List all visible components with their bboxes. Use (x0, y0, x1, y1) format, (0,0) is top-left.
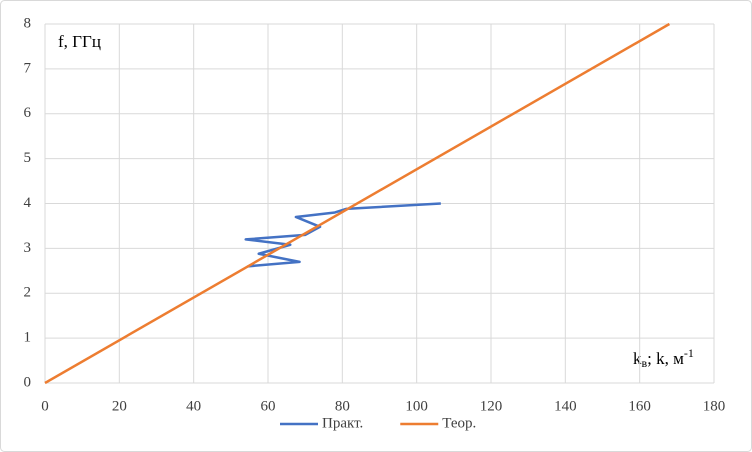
y-tick-label: 4 (24, 195, 32, 211)
x-tick-label: 120 (480, 398, 503, 414)
y-tick-label: 8 (24, 15, 32, 31)
x-label-sub: в (642, 356, 648, 370)
y-tick-label: 1 (24, 330, 32, 346)
y-tick-label: 0 (24, 374, 32, 390)
x-label-main: k (633, 349, 642, 368)
y-tick-label: 7 (24, 60, 32, 76)
x-tick-label: 40 (186, 398, 201, 414)
legend-label: Теор. (442, 415, 476, 431)
x-tick-label: 100 (405, 398, 428, 414)
x-tick-label: 60 (261, 398, 276, 414)
x-tick-label: 160 (628, 398, 651, 414)
series-line (244, 202, 441, 268)
x-label-sup: -1 (684, 346, 694, 360)
y-tick-label: 5 (24, 150, 32, 166)
x-tick-label: 0 (41, 398, 49, 414)
x-tick-label: 180 (703, 398, 726, 414)
y-tick-label: 3 (24, 240, 32, 256)
x-axis-label: kв; k, м-1 (633, 346, 694, 370)
x-tick-label: 140 (554, 398, 577, 414)
x-tick-label: 20 (112, 398, 127, 414)
x-label-rest: ; k, м (647, 349, 684, 368)
y-tick-label: 6 (24, 105, 32, 121)
y-tick-label: 2 (24, 285, 32, 301)
x-tick-label: 80 (335, 398, 350, 414)
y-axis-label: f, ГГц (58, 32, 101, 51)
legend-label: Практ. (322, 415, 363, 431)
series-line (44, 22, 671, 385)
